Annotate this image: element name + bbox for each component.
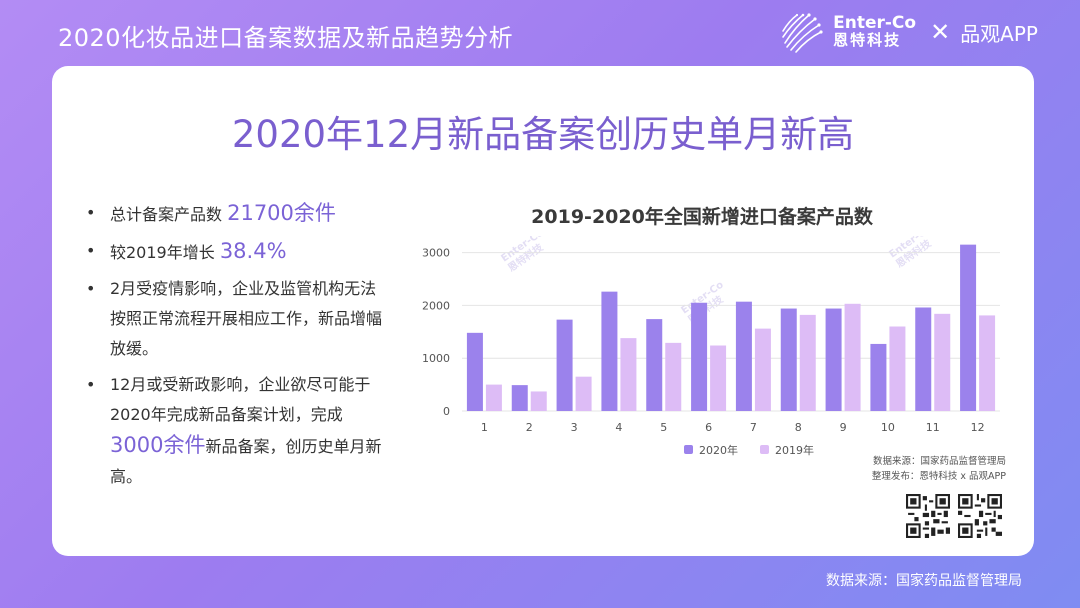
bullet-february: 2月受疫情影响，企业及监管机构无法按照正常流程开展相应工作，新品增幅放缓。 bbox=[82, 274, 392, 364]
bullet-text: 新品备案，创历史单月新高。 bbox=[110, 437, 382, 486]
bar-2020 bbox=[511, 385, 528, 411]
bullet-december: 12月或受新政影响，企业欲尽可能于2020年完成新品备案计划，完成 3000余件新… bbox=[82, 370, 392, 492]
bullet-text: 2月受疫情影响，企业及监管机构无法按照正常流程开展相应工作，新品增幅放缓。 bbox=[110, 279, 383, 358]
enter-co-logo-icon bbox=[782, 13, 823, 53]
bar-2019 bbox=[485, 384, 502, 411]
x-tick-label: 6 bbox=[705, 421, 712, 434]
bullet-highlight: 21700余件 bbox=[227, 201, 336, 225]
chart-source-note: 数据来源：国家药品监督管理局 整理发布：恩特科技 x 品观APP bbox=[872, 454, 1006, 484]
bar-2019 bbox=[620, 338, 637, 411]
bar-2020 bbox=[870, 343, 887, 411]
x-tick-label: 1 bbox=[481, 421, 488, 434]
bullet-total: 总计备案产品数 21700余件 bbox=[82, 198, 392, 230]
x-tick-label: 10 bbox=[881, 421, 895, 434]
bar-2020 bbox=[466, 332, 483, 411]
x-tick-label: 8 bbox=[795, 421, 802, 434]
legend-label: 2020年 bbox=[699, 443, 738, 457]
y-tick-label: 1000 bbox=[422, 352, 450, 365]
bar-2020 bbox=[825, 308, 842, 411]
bar-2020 bbox=[601, 291, 618, 411]
x-tick-label: 12 bbox=[971, 421, 985, 434]
bar-2019 bbox=[799, 314, 816, 411]
x-tick-label: 9 bbox=[840, 421, 847, 434]
chart-title: 2019-2020年全国新增进口备案产品数 bbox=[531, 206, 873, 228]
bar-2019 bbox=[844, 303, 861, 411]
brand-name-en: Enter-Co bbox=[833, 13, 917, 34]
bullet-text: 12月或受新政影响，企业欲尽可能于2020年完成新品备案计划，完成 bbox=[110, 375, 371, 424]
bar-2019 bbox=[710, 345, 727, 411]
bar-2019 bbox=[979, 315, 996, 411]
bullet-highlight: 38.4% bbox=[219, 239, 287, 263]
chart-source-line: 数据来源：国家药品监督管理局 bbox=[872, 456, 1006, 467]
qr-code-icon bbox=[906, 494, 950, 538]
footer-source: 数据来源：国家药品监督管理局 bbox=[826, 573, 1022, 589]
bar-2019 bbox=[934, 313, 951, 411]
bar-2020 bbox=[735, 301, 752, 411]
x-tick-label: 7 bbox=[750, 421, 757, 434]
x-tick-label: 4 bbox=[615, 421, 622, 434]
brand-name-cn: 恩特科技 bbox=[833, 31, 902, 50]
bullet-growth: 较2019年增长 38.4% bbox=[82, 236, 392, 268]
summary-bullets: 总计备案产品数 21700余件 较2019年增长 38.4% 2月受疫情影响，企… bbox=[82, 198, 392, 498]
bar-2020 bbox=[915, 307, 932, 411]
legend-label: 2019年 bbox=[775, 443, 814, 457]
bar-2019 bbox=[889, 326, 906, 411]
headline: 2020年12月新品备案创历史单月新高 bbox=[231, 113, 855, 156]
y-tick-label: 2000 bbox=[422, 299, 450, 312]
x-tick-label: 11 bbox=[926, 421, 940, 434]
partner-name: 品观APP bbox=[960, 21, 1038, 46]
y-tick-label: 0 bbox=[443, 405, 450, 418]
bullet-highlight: 3000余件 bbox=[110, 433, 206, 457]
brand-logo-area: Enter-Co 恩特科技 ✕ 品观APP bbox=[779, 8, 1038, 56]
bar-2019 bbox=[530, 391, 547, 411]
qr-code-icon bbox=[958, 494, 1002, 538]
bar-2019 bbox=[754, 328, 771, 411]
legend-swatch bbox=[760, 445, 769, 454]
legend-swatch bbox=[684, 445, 693, 454]
bullet-text: 总计备案产品数 bbox=[110, 205, 228, 224]
content-card: 2020年12月新品备案创历史单月新高 总计备案产品数 21700余件 较201… bbox=[52, 66, 1034, 556]
bar-2020 bbox=[691, 302, 708, 411]
cross-icon: ✕ bbox=[930, 18, 951, 46]
bar-2019 bbox=[575, 376, 592, 411]
bar-2019 bbox=[665, 342, 682, 411]
x-tick-label: 3 bbox=[571, 421, 578, 434]
page-header-title: 2020化妆品进口备案数据及新品趋势分析 bbox=[58, 24, 514, 52]
chart-publisher-line: 整理发布：恩特科技 x 品观APP bbox=[871, 471, 1006, 482]
bar-2020 bbox=[780, 308, 797, 411]
bar-2020 bbox=[646, 319, 663, 411]
bar-2020 bbox=[960, 244, 977, 411]
y-tick-label: 3000 bbox=[422, 247, 450, 260]
bar-2020 bbox=[556, 319, 573, 411]
bullet-text: 较2019年增长 bbox=[110, 243, 220, 262]
x-tick-label: 5 bbox=[660, 421, 667, 434]
x-tick-label: 2 bbox=[526, 421, 533, 434]
bar-chart: Enter-Co恩特科技Enter-Co恩特科技Enter-Co恩特科技0100… bbox=[422, 236, 1000, 457]
